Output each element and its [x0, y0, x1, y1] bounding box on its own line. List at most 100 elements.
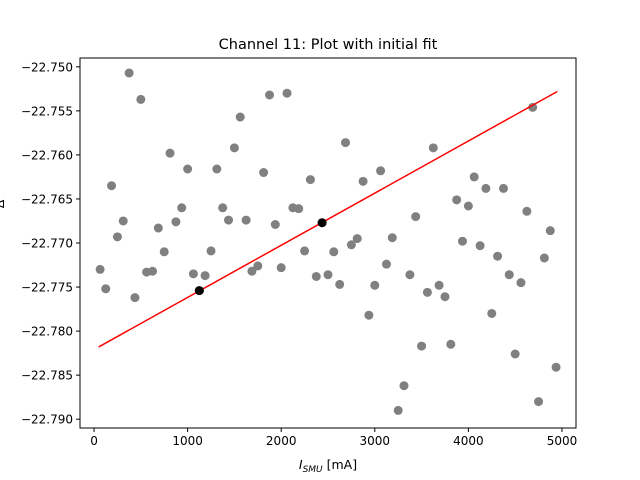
y-tick-label: −22.790	[21, 413, 73, 427]
data-point	[206, 246, 216, 256]
data-point	[107, 181, 117, 191]
data-point	[212, 164, 222, 174]
data-point	[136, 94, 146, 104]
data-point	[475, 241, 485, 251]
data-point	[440, 292, 450, 302]
data-point	[305, 175, 315, 185]
y-tick-label: −22.785	[21, 369, 73, 383]
data-point	[376, 166, 386, 176]
x-tick-label: 0	[90, 434, 98, 448]
data-point	[510, 349, 520, 359]
x-axis: 0 1000 2000 3000 4000 5000	[90, 428, 577, 448]
data-point	[434, 280, 444, 290]
data-point	[358, 176, 368, 186]
data-point	[300, 246, 310, 256]
data-point	[224, 215, 234, 225]
data-point	[346, 240, 356, 250]
x-axis-label-unit: [mA]	[323, 457, 357, 472]
fit-point	[317, 218, 327, 228]
data-point	[253, 261, 263, 271]
data-point	[452, 195, 462, 205]
data-point	[218, 203, 228, 213]
fit-point	[194, 286, 204, 296]
plot-frame	[79, 57, 577, 429]
data-point	[551, 362, 561, 372]
data-point	[153, 223, 163, 233]
data-point	[522, 206, 532, 216]
y-tick-label: −22.780	[21, 325, 73, 339]
data-point	[364, 310, 374, 320]
data-point	[381, 259, 391, 269]
data-point	[399, 381, 409, 391]
x-axis-label-subscript: SMU	[303, 465, 323, 475]
data-point	[417, 341, 427, 351]
data-point	[341, 138, 351, 148]
y-tick-label: −22.775	[21, 281, 73, 295]
data-point	[516, 278, 526, 288]
x-axis-label-main: I	[299, 457, 303, 472]
x-axis-label: ISMU [mA]	[299, 457, 357, 475]
data-point	[148, 266, 158, 276]
data-point	[235, 112, 245, 122]
data-point	[457, 236, 467, 246]
data-point	[200, 271, 210, 281]
y-tick-label: −22.755	[21, 104, 73, 118]
data-point	[323, 270, 333, 280]
data-point	[282, 88, 292, 98]
fit-line	[98, 90, 558, 348]
data-point	[335, 279, 345, 289]
chart-title: Channel 11: Plot with initial fit	[219, 37, 438, 53]
plot-marks	[95, 68, 561, 415]
data-point	[124, 68, 134, 78]
data-point	[247, 266, 257, 276]
y-tick-label: −22.765	[21, 192, 73, 206]
data-point	[487, 308, 497, 318]
data-point	[352, 234, 362, 244]
data-point	[545, 226, 555, 236]
data-point	[171, 217, 181, 227]
data-point	[311, 271, 321, 281]
data-point	[422, 287, 432, 297]
data-point	[294, 204, 304, 214]
x-tick-label: 4000	[453, 434, 484, 448]
data-point	[469, 172, 479, 182]
data-point	[229, 143, 239, 153]
data-point	[177, 203, 187, 213]
data-point	[534, 397, 544, 407]
data-point	[159, 247, 169, 257]
data-point	[446, 339, 456, 349]
data-point	[370, 280, 380, 290]
data-point	[188, 269, 198, 279]
data-point	[405, 270, 415, 280]
x-tick-label: 5000	[547, 434, 578, 448]
data-point	[95, 264, 105, 274]
data-point	[428, 143, 438, 153]
data-point	[118, 216, 128, 226]
y-tick-label: −22.770	[21, 237, 73, 251]
x-tick-label: 2000	[266, 434, 297, 448]
data-point	[493, 251, 503, 261]
data-point	[387, 233, 397, 243]
data-point	[101, 284, 111, 294]
data-point	[528, 102, 538, 112]
x-tick-label: 1000	[172, 434, 203, 448]
data-point	[329, 247, 339, 257]
data-point	[276, 263, 286, 273]
data-point	[504, 270, 514, 280]
data-point	[393, 405, 403, 415]
data-point	[463, 201, 473, 211]
data-point	[183, 164, 193, 174]
y-axis: −22.790 −22.785 −22.780 −22.775 −22.770 −22.7…	[21, 60, 80, 427]
data-point	[165, 148, 175, 158]
data-point	[259, 168, 269, 178]
y-tick-label: −22.760	[21, 148, 73, 162]
data-point	[539, 253, 549, 263]
y-tick-label: −22.750	[21, 60, 73, 74]
data-point	[130, 293, 140, 303]
x-tick-label: 3000	[360, 434, 391, 448]
data-point	[112, 232, 122, 242]
data-point	[265, 90, 275, 100]
y-axis-label: Δ	[0, 199, 7, 208]
data-point	[411, 212, 421, 222]
